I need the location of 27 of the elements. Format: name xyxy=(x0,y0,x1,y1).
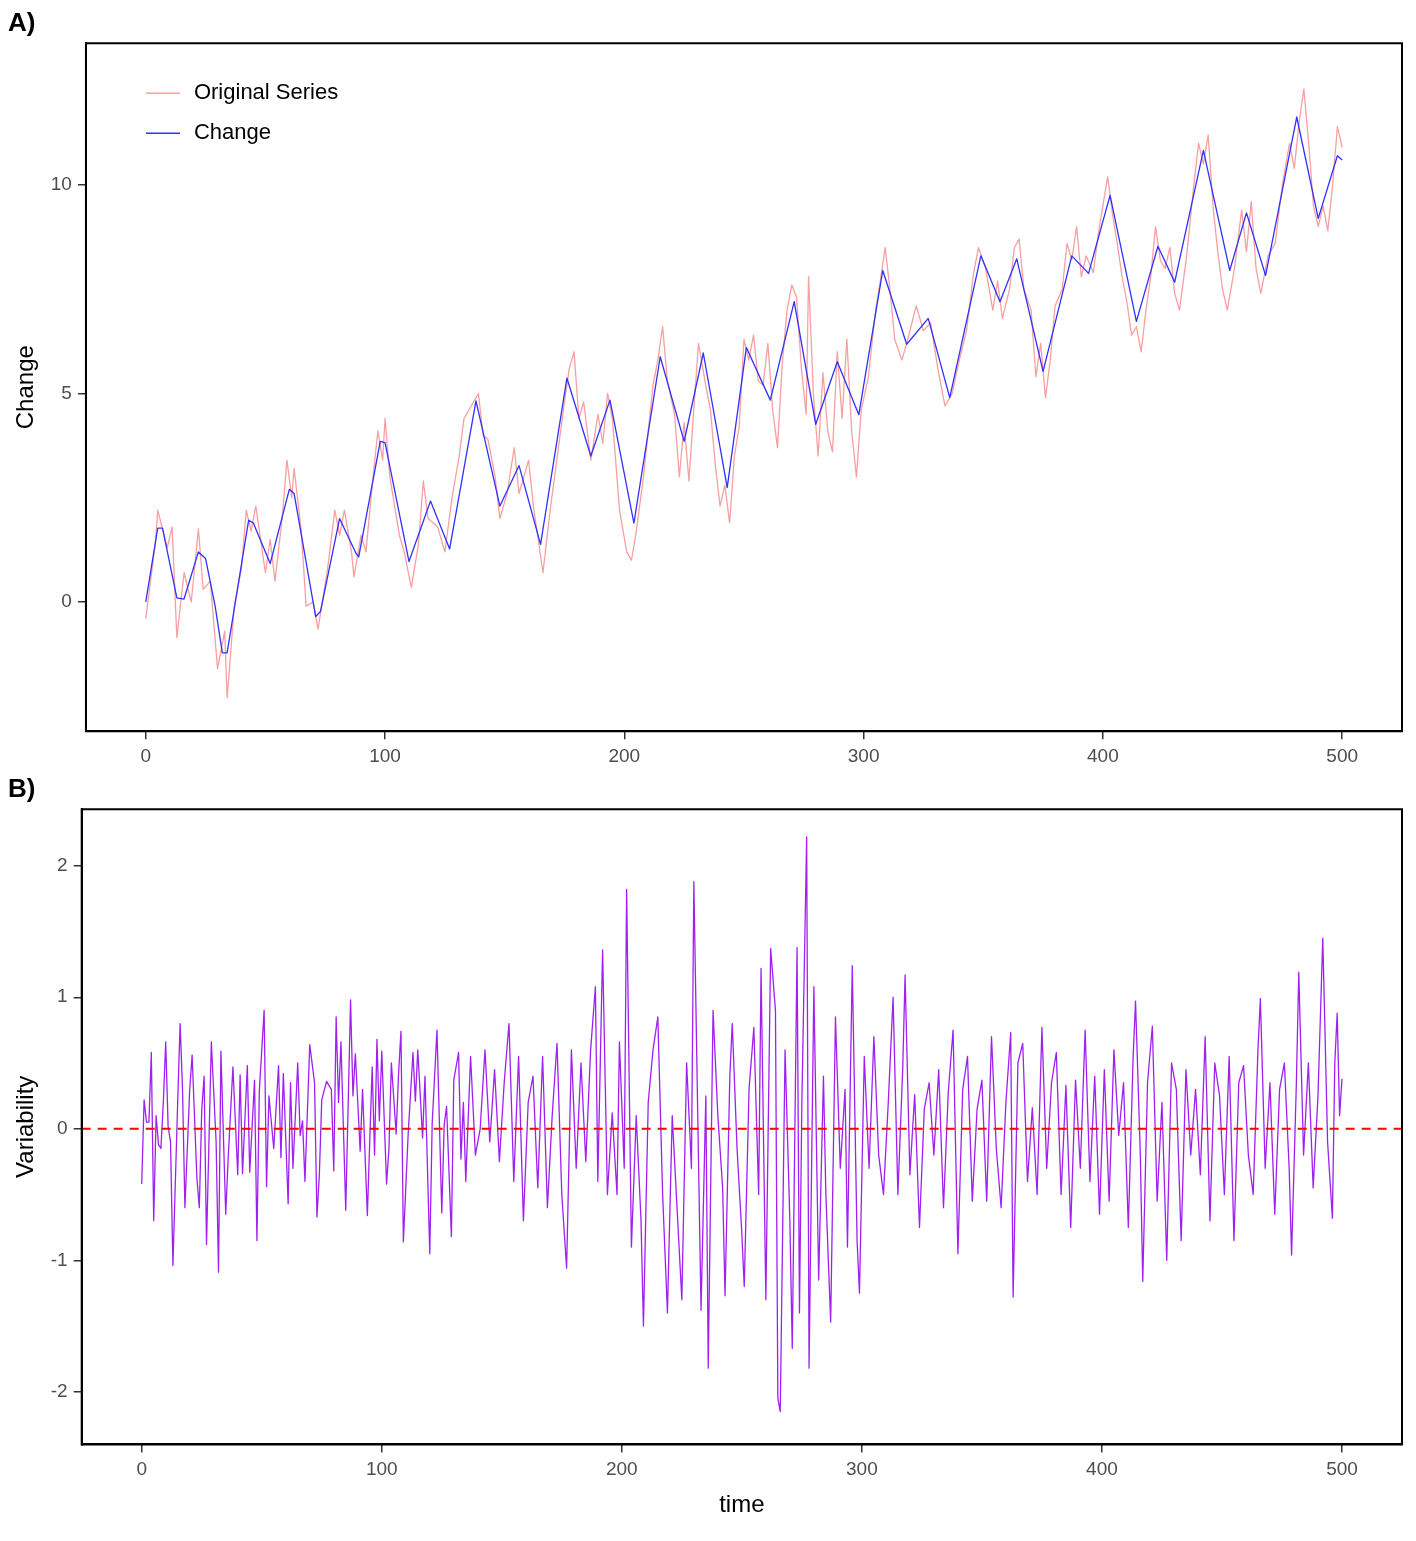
x-tick-label: 0 xyxy=(140,744,152,766)
x-tick-label: 400 xyxy=(1087,744,1119,766)
x-tick-label: 300 xyxy=(846,1458,878,1480)
x-tick-label: 500 xyxy=(1326,1458,1358,1480)
x-tick-label: 400 xyxy=(1086,1458,1118,1480)
chart-title: B) xyxy=(8,772,36,803)
y-tick-label: 1 xyxy=(57,985,68,1007)
x-tick-label: 100 xyxy=(369,744,401,766)
legend-label: Original Series xyxy=(193,79,339,105)
y-tick-label: 0 xyxy=(57,1117,68,1139)
chart-title: A) xyxy=(8,6,36,37)
y-tick-label: 0 xyxy=(61,590,72,612)
y-axis-title: Change xyxy=(11,345,39,430)
x-axis-title: time xyxy=(719,1490,765,1518)
y-tick-label: -2 xyxy=(50,1380,68,1402)
x-tick-label: 0 xyxy=(136,1458,147,1480)
x-tick-label: 500 xyxy=(1326,744,1359,766)
y-axis-title: Variability xyxy=(11,1075,39,1178)
x-tick-label: 200 xyxy=(605,1458,638,1480)
y-tick-label: -1 xyxy=(50,1248,68,1270)
x-tick-label: 100 xyxy=(365,1458,398,1480)
y-tick-label: 10 xyxy=(50,173,72,195)
legend-label: Change xyxy=(193,119,272,145)
y-tick-label: 5 xyxy=(61,381,72,403)
y-tick-label: 2 xyxy=(57,853,68,875)
x-tick-label: 300 xyxy=(847,744,880,766)
x-tick-label: 200 xyxy=(608,744,641,766)
